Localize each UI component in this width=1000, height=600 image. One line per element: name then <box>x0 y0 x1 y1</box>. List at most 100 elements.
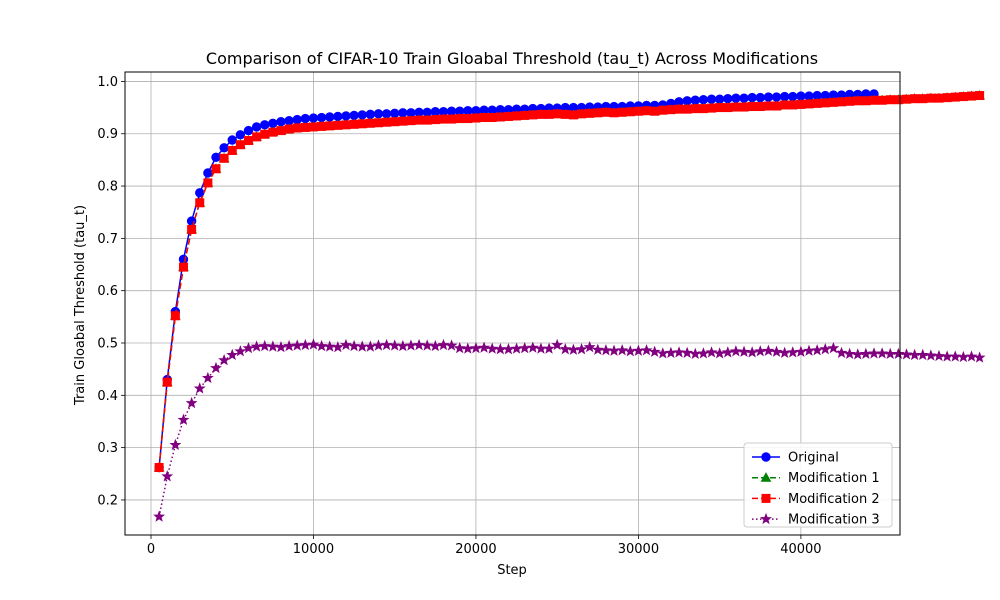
data-point-modification-2 <box>650 106 660 116</box>
data-point-modification-2 <box>536 109 546 119</box>
data-point-modification-3 <box>794 345 807 357</box>
data-point-modification-2 <box>609 108 619 118</box>
data-point-original <box>747 92 757 103</box>
data-point-modification-3 <box>169 438 182 451</box>
data-point-modification-2 <box>252 132 262 142</box>
data-point-modification-2 <box>682 104 692 114</box>
data-point-modification-2 <box>698 104 708 114</box>
y-tick-label: 0.2 <box>97 493 118 508</box>
data-point-original <box>763 92 774 102</box>
data-point-modification-2 <box>585 108 595 118</box>
data-point-modification-2 <box>739 102 749 112</box>
legend-marker <box>760 512 772 525</box>
data-point-modification-2 <box>162 377 172 387</box>
data-point-modification-2 <box>195 198 205 208</box>
data-point-modification-2 <box>690 104 700 114</box>
data-point-modification-2 <box>349 119 359 129</box>
data-point-modification-3 <box>242 342 255 354</box>
data-point-modification-2 <box>390 117 400 127</box>
legend-entry-original: Original <box>752 451 839 466</box>
data-point-modification-2 <box>812 98 822 108</box>
series-modification-2 <box>154 91 985 473</box>
data-point-modification-2 <box>707 103 717 113</box>
data-point-modification-3 <box>177 413 190 425</box>
data-point-modification-2 <box>958 92 968 102</box>
data-point-modification-2 <box>406 116 416 126</box>
data-point-modification-2 <box>910 94 920 104</box>
data-point-modification-2 <box>731 102 741 112</box>
data-point-original <box>723 93 733 104</box>
data-point-modification-3 <box>161 470 174 482</box>
data-point-modification-2 <box>227 145 237 155</box>
data-point-modification-2 <box>593 108 603 118</box>
data-point-modification-3 <box>193 382 206 394</box>
data-point-modification-3 <box>819 343 832 355</box>
data-point-modification-3 <box>486 342 499 354</box>
data-point-modification-2 <box>820 98 830 108</box>
data-point-original <box>227 135 237 145</box>
data-point-modification-2 <box>966 91 976 101</box>
data-point-modification-3 <box>876 347 889 359</box>
x-tick-label: 30000 <box>618 542 659 557</box>
data-point-modification-2 <box>357 119 367 129</box>
data-point-modification-2 <box>642 106 652 116</box>
data-point-modification-2 <box>373 118 383 128</box>
data-point-modification-3 <box>916 348 929 361</box>
data-point-modification-3 <box>307 338 320 350</box>
data-point-modification-3 <box>429 339 442 352</box>
data-point-modification-2 <box>487 113 497 123</box>
y-tick-label: 0.3 <box>97 441 118 456</box>
data-point-modification-2 <box>260 129 270 139</box>
data-point-modification-3 <box>721 346 734 358</box>
data-point-modification-2 <box>804 99 814 109</box>
data-point-modification-3 <box>835 346 848 358</box>
data-point-modification-3 <box>616 344 629 356</box>
data-point-modification-2 <box>837 97 847 107</box>
data-point-modification-2 <box>763 101 773 111</box>
data-point-original <box>203 168 213 178</box>
data-point-modification-2 <box>463 114 473 124</box>
data-point-modification-3 <box>770 345 783 357</box>
data-point-modification-2 <box>520 110 530 120</box>
data-point-modification-3 <box>762 344 775 356</box>
y-tick-label: 0.8 <box>97 180 118 195</box>
data-point-modification-2 <box>901 94 911 104</box>
data-point-original <box>373 109 384 119</box>
data-point-modification-3 <box>421 339 434 351</box>
data-point-modification-3 <box>827 342 840 354</box>
data-point-modification-3 <box>340 338 352 351</box>
data-point-modification-3 <box>648 345 661 357</box>
x-axis-ticks: 0 10000 20000 30000 40000 <box>147 535 822 557</box>
data-point-original <box>300 113 311 124</box>
data-point-original <box>251 122 262 132</box>
legend-label: Modification 2 <box>788 492 880 507</box>
data-point-modification-2 <box>861 96 871 106</box>
data-point-modification-3 <box>331 340 344 353</box>
x-tick-label: 20000 <box>455 542 496 557</box>
data-point-original <box>771 92 782 102</box>
data-point-modification-2 <box>325 121 335 131</box>
data-point-modification-3 <box>323 340 336 352</box>
data-point-modification-2 <box>414 115 424 125</box>
data-point-modification-3 <box>445 339 458 351</box>
data-point-modification-2 <box>235 140 245 150</box>
data-point-original <box>357 110 367 120</box>
legend-entry-modification-3: Modification 3 <box>752 513 880 528</box>
data-point-modification-2 <box>918 94 928 104</box>
data-point-modification-3 <box>437 338 450 351</box>
data-point-modification-2 <box>308 122 318 132</box>
data-point-modification-2 <box>528 110 538 120</box>
data-point-original <box>219 143 229 153</box>
data-point-modification-2 <box>276 126 286 136</box>
y-axis-ticks: 0.2 0.3 0.4 0.5 0.6 0.7 0.8 0.9 1.0 <box>97 75 125 508</box>
y-tick-label: 0.9 <box>97 127 118 142</box>
data-point-modification-3 <box>843 347 856 360</box>
data-point-modification-2 <box>430 115 440 125</box>
data-point-original <box>365 109 376 120</box>
data-point-modification-2 <box>341 120 351 130</box>
data-point-modification-3 <box>705 346 718 358</box>
data-point-original <box>341 111 351 121</box>
data-point-modification-3 <box>388 339 401 351</box>
data-point-modification-3 <box>234 345 247 357</box>
